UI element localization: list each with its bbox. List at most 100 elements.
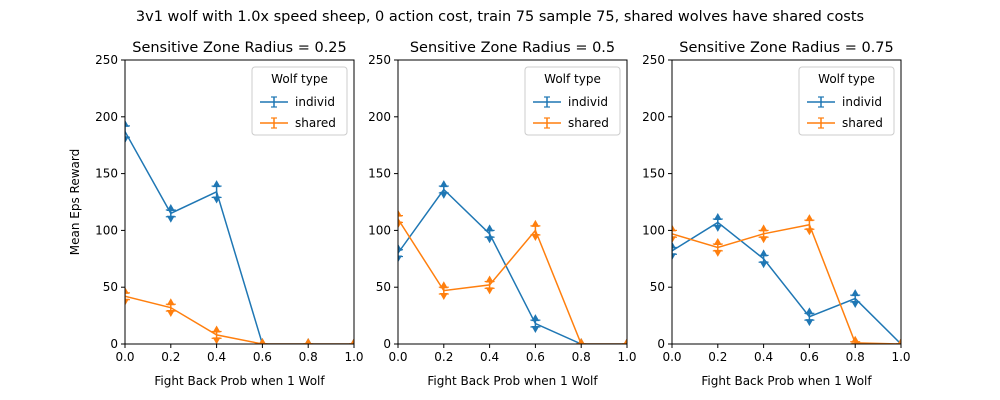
x-tick-label: 0.4 — [480, 350, 499, 364]
data-point-shared — [531, 219, 540, 227]
x-axis-label: Fight Back Prob when 1 Wolf — [701, 374, 872, 388]
series-line-individ — [398, 188, 627, 344]
data-point-individ — [805, 319, 814, 327]
y-tick-label: 150 — [368, 167, 391, 181]
data-point-individ — [212, 180, 221, 188]
x-tick-label: 0.4 — [754, 350, 773, 364]
y-tick-label: 100 — [642, 223, 665, 237]
data-point-shared — [398, 221, 402, 229]
data-point-shared — [623, 338, 627, 344]
series-line-shared — [672, 223, 901, 344]
y-tick-label: 250 — [642, 53, 665, 67]
data-point-individ — [713, 213, 722, 221]
data-point-individ — [531, 325, 540, 333]
data-point-shared — [805, 228, 814, 236]
data-point-individ — [439, 191, 448, 199]
data-point-individ — [759, 261, 768, 269]
data-point-shared — [350, 338, 354, 344]
data-point-shared — [439, 281, 448, 289]
data-point-individ — [166, 215, 175, 223]
data-point-shared — [166, 310, 175, 318]
legend-label-shared: shared — [842, 116, 883, 130]
y-tick-label: 150 — [642, 167, 665, 181]
charts-group: Sensitive Zone Radius = 0.25 0.0 0.2 0.4 0.6… — [68, 40, 911, 388]
data-point-shared — [212, 325, 221, 333]
series-line-shared — [398, 218, 627, 344]
series-line-individ — [672, 221, 901, 344]
data-point-shared — [212, 337, 221, 344]
y-tick-label: 250 — [368, 53, 391, 67]
x-tick-label: 0.0 — [662, 350, 681, 364]
legend-title: Wolf type — [818, 72, 875, 86]
data-point-shared — [577, 338, 585, 344]
chart-title: Sensitive Zone Radius = 0.5 — [410, 40, 615, 56]
data-point-shared — [166, 298, 175, 306]
data-point-shared — [851, 335, 860, 343]
y-tick-label: 150 — [95, 167, 118, 181]
axes-frame — [671, 59, 902, 345]
plot-area — [125, 119, 354, 344]
legend: Wolf type individ shared — [251, 66, 348, 136]
chart-title: Sensitive Zone Radius = 0.25 — [132, 40, 347, 56]
data-point-shared — [805, 214, 814, 222]
data-point-shared — [531, 233, 540, 241]
series-line-individ — [125, 131, 354, 344]
data-point-shared — [485, 287, 494, 295]
x-tick-label: 0.8 — [846, 350, 865, 364]
legend: Wolf type individ shared — [798, 66, 895, 136]
x-tick-label: 0.2 — [434, 350, 453, 364]
y-tick-label: 200 — [368, 110, 391, 124]
data-point-shared — [672, 224, 676, 232]
data-point-individ — [398, 255, 402, 263]
data-point-shared — [672, 236, 676, 244]
y-tick-label: 200 — [642, 110, 665, 124]
legend-label-individ: individ — [295, 95, 335, 109]
x-tick-label: 1.0 — [344, 350, 363, 364]
chart-panel-2: Sensitive Zone Radius = 0.5 0.0 0.2 0.4 0.6 0… — [368, 40, 636, 388]
y-tick-label: 50 — [103, 280, 118, 294]
legend: Wolf type individ shared — [524, 66, 621, 136]
data-point-individ — [439, 180, 448, 188]
data-point-shared — [125, 286, 129, 294]
data-point-shared — [125, 298, 129, 306]
data-point-individ — [672, 241, 676, 249]
data-point-shared — [897, 338, 901, 344]
x-tick-label: 0.0 — [388, 350, 407, 364]
data-point-shared — [304, 338, 312, 344]
data-point-individ — [805, 307, 814, 315]
data-point-individ — [531, 314, 540, 322]
x-tick-label: 0.2 — [708, 350, 727, 364]
y-tick-label: 0 — [383, 337, 391, 351]
data-point-individ — [759, 249, 768, 257]
data-point-shared — [485, 275, 494, 283]
axes-frame — [124, 59, 355, 345]
figure-suptitle: 3v1 wolf with 1.0x speed sheep, 0 action… — [136, 9, 864, 25]
data-point-individ — [851, 300, 860, 308]
legend-label-shared: shared — [295, 116, 336, 130]
x-axis-label: Fight Back Prob when 1 Wolf — [154, 374, 325, 388]
chart-panel-1: Sensitive Zone Radius = 0.25 0.0 0.2 0.4 0.6… — [68, 40, 364, 388]
chart-panel-3: Sensitive Zone Radius = 0.75 0.0 0.2 0.4 0.6… — [642, 40, 910, 388]
x-tick-label: 0.0 — [115, 350, 134, 364]
y-tick-label: 250 — [95, 53, 118, 67]
data-point-individ — [125, 136, 129, 144]
data-point-individ — [125, 119, 129, 127]
x-tick-label: 1.0 — [891, 350, 910, 364]
legend-label-individ: individ — [842, 95, 882, 109]
plot-area — [672, 213, 901, 344]
x-tick-label: 0.6 — [526, 350, 545, 364]
data-point-individ — [212, 196, 221, 204]
data-point-individ — [166, 203, 175, 211]
data-point-individ — [485, 236, 494, 244]
chart-title: Sensitive Zone Radius = 0.75 — [679, 40, 894, 56]
legend-title: Wolf type — [271, 72, 328, 86]
y-tick-label: 50 — [376, 280, 391, 294]
legend-label-individ: individ — [568, 95, 608, 109]
y-tick-label: 100 — [368, 223, 391, 237]
data-point-individ — [672, 253, 676, 261]
data-point-shared — [398, 209, 402, 217]
data-point-shared — [258, 338, 266, 344]
data-point-shared — [759, 224, 768, 232]
